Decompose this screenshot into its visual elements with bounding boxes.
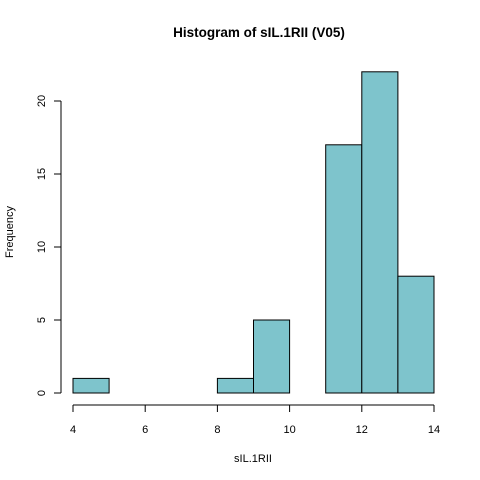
histogram-bar-13-14	[397, 275, 435, 394]
y-tick-label-5: 5	[36, 317, 48, 323]
x-tick-label-8: 8	[214, 424, 220, 436]
histogram-bar-9-10	[253, 319, 291, 394]
x-tick-label-14: 14	[428, 424, 440, 436]
bars-layer	[72, 71, 435, 394]
y-tick-label-0: 0	[36, 390, 48, 396]
chart-title: Histogram of sIL.1RII (V05)	[173, 25, 345, 40]
x-tick-label-6: 6	[142, 424, 148, 436]
x-tick-label-12: 12	[356, 424, 368, 436]
y-tick-label-15: 15	[36, 168, 48, 180]
y-axis-label: Frequency	[4, 206, 16, 258]
x-axis-label: sIL.1RII	[234, 453, 272, 465]
y-tick-label-20: 20	[36, 95, 48, 107]
histogram-bar-4-5	[72, 377, 110, 394]
y-axis: 0 5 10 15 20	[36, 95, 62, 396]
y-tick-label-10: 10	[36, 241, 48, 253]
histogram-bar-8-9	[216, 377, 254, 394]
x-tick-label-4: 4	[70, 424, 76, 436]
histogram-bar-12-13	[361, 71, 399, 394]
x-axis: 4 6 8 10 12 14	[70, 404, 440, 436]
x-tick-label-10: 10	[283, 424, 295, 436]
histogram-bar-11-12	[325, 144, 363, 394]
